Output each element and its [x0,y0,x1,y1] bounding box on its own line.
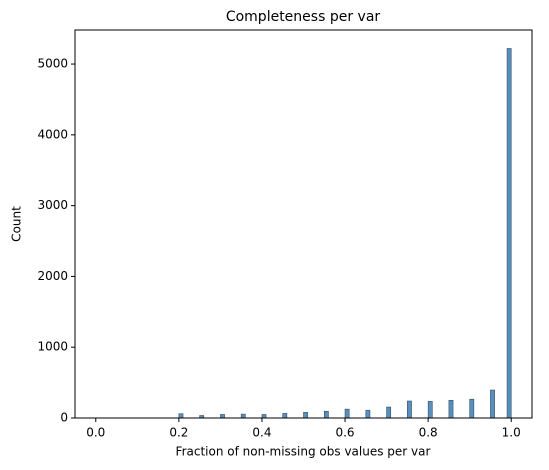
bar [448,400,454,419]
y-tick-label: 1000 [37,340,68,354]
bar [303,412,308,419]
bar [407,400,412,419]
bar [386,406,392,419]
chart-title: Completeness per var [226,9,381,25]
bar [427,401,433,419]
bar [365,409,371,419]
bar [490,389,495,419]
bar [469,398,475,419]
y-tick-label: 2000 [37,269,68,283]
x-tick-label: 0.0 [86,426,105,440]
y-tick-label: 3000 [37,198,68,212]
y-axis-label: Count [10,206,24,242]
bar [240,413,246,419]
bar [261,414,267,419]
x-tick-label: 1.0 [502,426,521,440]
bar [220,414,225,419]
bar [344,408,350,419]
x-tick-label: 0.6 [335,426,354,440]
bar [506,48,512,419]
x-axis-label: Fraction of non-missing obs values per v… [176,445,431,459]
y-tick-label: 0 [60,411,68,425]
x-tick-label: 0.2 [169,426,188,440]
plot-frame [74,29,533,419]
y-tick-label: 4000 [37,127,68,141]
y-tick-label: 5000 [37,57,68,71]
bar [282,413,288,419]
bar [323,410,329,419]
bar [178,413,184,419]
x-tick-label: 0.8 [419,426,438,440]
x-tick-label: 0.4 [252,426,271,440]
